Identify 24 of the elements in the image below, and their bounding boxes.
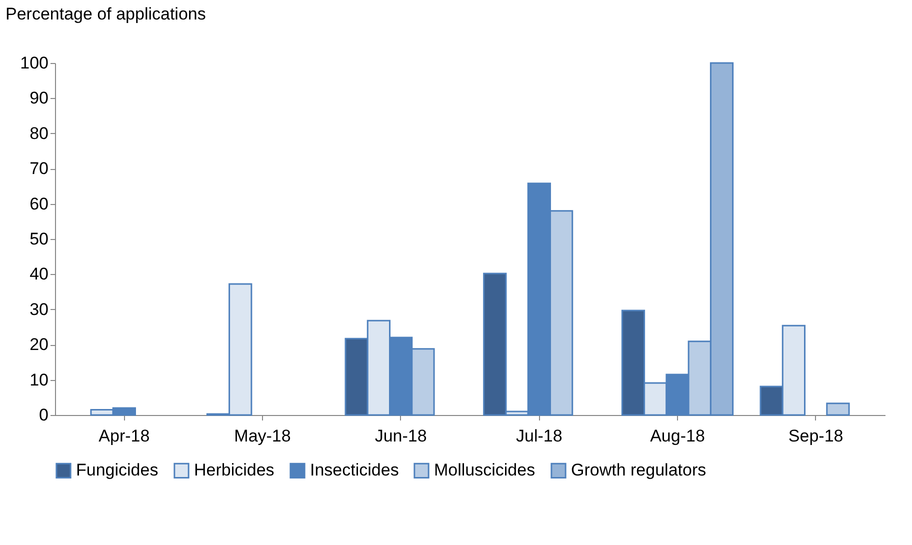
y-tick-label: 50: [30, 230, 48, 248]
legend-label: Insecticides: [310, 460, 399, 480]
x-tick-label: May-18: [234, 426, 291, 446]
legend-label: Herbicides: [194, 460, 274, 480]
x-tick-label: Jul-18: [516, 426, 562, 446]
y-tick-label: 90: [30, 88, 48, 108]
y-tick-label: 30: [30, 300, 48, 319]
legend-label: Growth regulators: [571, 460, 706, 480]
x-tick-label: Sep-18: [788, 426, 844, 446]
y-axis-title: Percentage of applications: [6, 4, 206, 24]
y-tick-label: 70: [30, 159, 48, 178]
y-tick-label: 0: [39, 406, 48, 424]
legend-label: Fungicides: [76, 460, 158, 480]
y-tick-label: 60: [30, 194, 48, 214]
x-tick-label: Jun-18: [374, 426, 427, 446]
bar: [826, 402, 850, 416]
y-tick-label: 100: [20, 54, 48, 72]
y-tick-label: 80: [30, 124, 48, 143]
x-tick-label: Aug-18: [650, 426, 705, 446]
y-tick-label: 20: [30, 335, 48, 354]
y-tick-label: 10: [30, 370, 48, 390]
x-tick-label: Apr-18: [98, 426, 150, 446]
y-tick-label: 40: [30, 264, 48, 284]
legend-label: Molluscicides: [434, 460, 536, 480]
